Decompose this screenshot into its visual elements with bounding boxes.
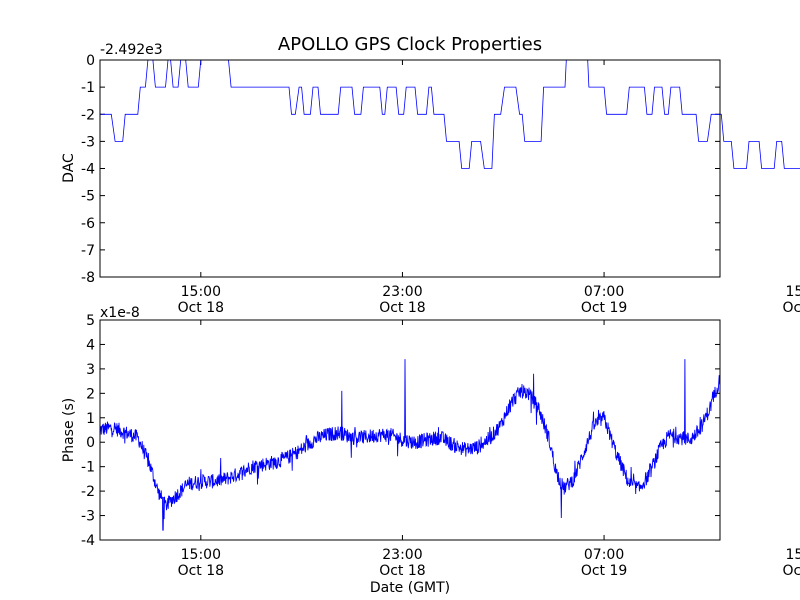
phase-ytick-label: 3	[86, 362, 95, 378]
phase-ytick-label: -1	[81, 460, 95, 476]
phase-ytick-label: -4	[81, 533, 95, 549]
dac-ytick-label: -8	[81, 270, 95, 286]
dac-offset-label: -2.492e3	[100, 42, 163, 58]
phase-x-axis-label: Date (GMT)	[370, 580, 450, 596]
dac-xtick-date: Oct 19	[581, 300, 627, 316]
phase-xtick-time: 23:00	[382, 547, 422, 563]
dac-plot-frame	[99, 59, 721, 278]
phase-xtick-date: Oct 19	[581, 563, 627, 579]
phase-offset-label: x1e-8	[100, 305, 140, 321]
phase-series-line	[99, 359, 721, 531]
dac-xtick-date: Oct 18	[178, 300, 224, 316]
phase-plot-frame	[99, 319, 721, 541]
dac-ytick-label: 0	[86, 53, 95, 69]
dac-ytick-label: -6	[81, 216, 95, 232]
dac-ytick-label: -7	[81, 243, 95, 259]
phase-ytick-label: 0	[86, 435, 95, 451]
dac-xtick-time: 07:00	[584, 284, 624, 300]
phase-y-axis-label: Phase (s)	[61, 398, 77, 462]
phase-ytick-label: -2	[81, 484, 95, 500]
dac-xtick-date: Oct 18	[379, 300, 425, 316]
phase-ytick-label: -3	[81, 509, 95, 525]
phase-ytick-label: 4	[86, 337, 95, 353]
dac-xtick-time: 23:00	[382, 284, 422, 300]
phase-ytick-label: 1	[86, 411, 95, 427]
phase-ytick-label: 5	[86, 313, 95, 329]
dac-ytick-label: -3	[81, 134, 95, 150]
dac-xtick-time: 15:00	[181, 284, 221, 300]
phase-xtick-date: Oct 18	[178, 563, 224, 579]
dac-ytick-label: -4	[81, 162, 95, 178]
phase-ytick-label: 2	[86, 386, 95, 402]
phase-xtick-date: Oct 18	[379, 563, 425, 579]
dac-xtick-date: Oct 19	[782, 300, 800, 316]
dac-ytick-label: -2	[81, 107, 95, 123]
dac-ytick-label: -1	[81, 80, 95, 96]
phase-xtick-time: 15:00	[786, 547, 800, 563]
dac-ytick-label: -5	[81, 189, 95, 205]
phase-xtick-time: 15:00	[181, 547, 221, 563]
dac-xtick-time: 15:00	[786, 284, 800, 300]
dac-series-line	[100, 59, 800, 169]
chart-title: APOLLO GPS Clock Properties	[278, 34, 542, 55]
phase-xtick-time: 07:00	[584, 547, 624, 563]
dac-y-axis-label: DAC	[61, 153, 77, 183]
phase-xtick-date: Oct 19	[782, 563, 800, 579]
